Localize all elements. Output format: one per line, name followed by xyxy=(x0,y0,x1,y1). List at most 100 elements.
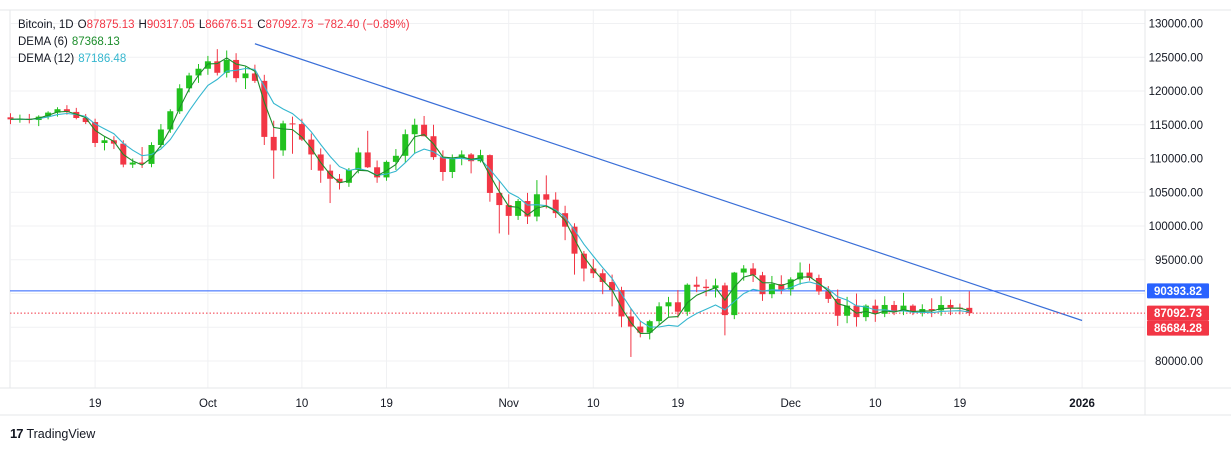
candle-down xyxy=(580,250,587,282)
candle-body xyxy=(7,117,14,120)
candle-body xyxy=(308,139,315,155)
candle-body xyxy=(524,201,531,217)
candle-up xyxy=(533,180,540,222)
candle-body xyxy=(186,75,193,89)
candle-down xyxy=(759,271,766,301)
candle-body xyxy=(345,169,352,183)
candle-body xyxy=(834,298,841,316)
candle-down xyxy=(439,150,446,181)
x-tick-label: 19 xyxy=(380,398,393,410)
candle-down xyxy=(110,136,117,150)
candle-down xyxy=(872,299,879,322)
tradingview-brand[interactable]: 17 TradingView xyxy=(10,426,95,441)
candle-body xyxy=(223,59,230,73)
candle-up xyxy=(731,271,738,320)
candle-down xyxy=(336,174,343,190)
candle-body xyxy=(768,284,775,295)
candle-body xyxy=(176,88,183,112)
candle-body xyxy=(139,162,146,164)
candle-body xyxy=(242,73,249,79)
open-value: 87875.13 xyxy=(86,19,135,31)
candle-body xyxy=(515,201,522,216)
candle-body xyxy=(750,268,757,276)
price-chart[interactable]: 80000.0085000.0090000.0095000.00100000.0… xyxy=(0,0,1231,420)
x-tick-label: 10 xyxy=(587,398,600,410)
candle-body xyxy=(778,284,785,290)
candle-body xyxy=(336,178,343,183)
chart-legend: Bitcoin, 1D O87875.13 H90317.05 L86676.5… xyxy=(18,17,410,68)
candle-body xyxy=(505,205,512,216)
candle-down xyxy=(374,160,381,183)
candle-down xyxy=(486,154,493,202)
x-tick-label: Dec xyxy=(780,398,801,410)
candle-up xyxy=(223,50,230,78)
price-label-box xyxy=(1147,283,1209,299)
candle-up xyxy=(355,147,362,174)
candle-body xyxy=(938,304,945,311)
candle-body xyxy=(618,290,625,317)
candle-body xyxy=(355,152,362,170)
symbol-label[interactable]: Bitcoin, 1D xyxy=(18,19,74,31)
candle-body xyxy=(609,282,616,291)
candle-down xyxy=(82,113,89,125)
candle-body xyxy=(797,272,804,280)
candle-down xyxy=(543,175,550,209)
x-tick-label: Nov xyxy=(498,398,519,410)
candle-body xyxy=(195,68,202,76)
dema12-line xyxy=(10,67,970,328)
moving-averages xyxy=(10,57,970,334)
dema6-label[interactable]: DEMA (6) xyxy=(18,36,68,48)
candle-body xyxy=(684,284,691,312)
dema12-value: 87186.48 xyxy=(78,53,127,65)
candle-up xyxy=(900,292,907,316)
candle-down xyxy=(674,290,681,318)
candle-body xyxy=(439,157,446,172)
candle-body xyxy=(853,305,860,318)
candle-up xyxy=(280,120,287,156)
candle-body xyxy=(251,73,258,81)
candle-body xyxy=(289,123,296,125)
candles xyxy=(7,49,973,357)
candle-down xyxy=(599,269,606,295)
candle-body xyxy=(458,154,465,158)
candle-body xyxy=(909,305,916,313)
candle-down xyxy=(524,192,531,224)
candle-up xyxy=(515,199,522,220)
x-tick-label: 19 xyxy=(954,398,967,410)
dema12-label[interactable]: DEMA (12) xyxy=(18,53,75,65)
candle-down xyxy=(778,275,785,295)
candle-body xyxy=(580,253,587,269)
x-tick-label: 2026 xyxy=(1069,398,1095,410)
candle-down xyxy=(909,304,916,316)
candle-down xyxy=(693,276,700,293)
candle-up xyxy=(665,296,672,317)
candle-down xyxy=(270,120,277,179)
y-tick-label: 105000.00 xyxy=(1149,187,1203,199)
open-key: O xyxy=(77,19,87,31)
candle-body xyxy=(54,109,61,113)
candle-body xyxy=(364,152,371,168)
candle-down xyxy=(214,49,221,76)
candle-up xyxy=(797,262,804,285)
candle-body xyxy=(402,134,409,156)
candle-body xyxy=(787,279,794,290)
candle-body xyxy=(92,122,99,143)
close-key: C xyxy=(257,19,266,31)
change-value: −782.40 (−0.89%) xyxy=(317,19,410,31)
candle-down xyxy=(421,115,428,137)
candle-up xyxy=(195,64,202,83)
close-value: 87092.73 xyxy=(265,19,314,31)
candle-body xyxy=(101,140,108,143)
candle-up xyxy=(938,296,945,316)
chart-grid xyxy=(0,9,1231,416)
candle-up xyxy=(768,275,775,299)
dema6-line xyxy=(10,57,970,334)
candle-body xyxy=(712,285,719,289)
candle-body xyxy=(82,118,89,123)
candle-body xyxy=(392,155,399,162)
candle-body xyxy=(45,112,52,117)
candle-body xyxy=(656,306,663,322)
candle-up xyxy=(204,55,211,75)
candle-down xyxy=(251,64,258,83)
candle-body xyxy=(374,167,381,178)
